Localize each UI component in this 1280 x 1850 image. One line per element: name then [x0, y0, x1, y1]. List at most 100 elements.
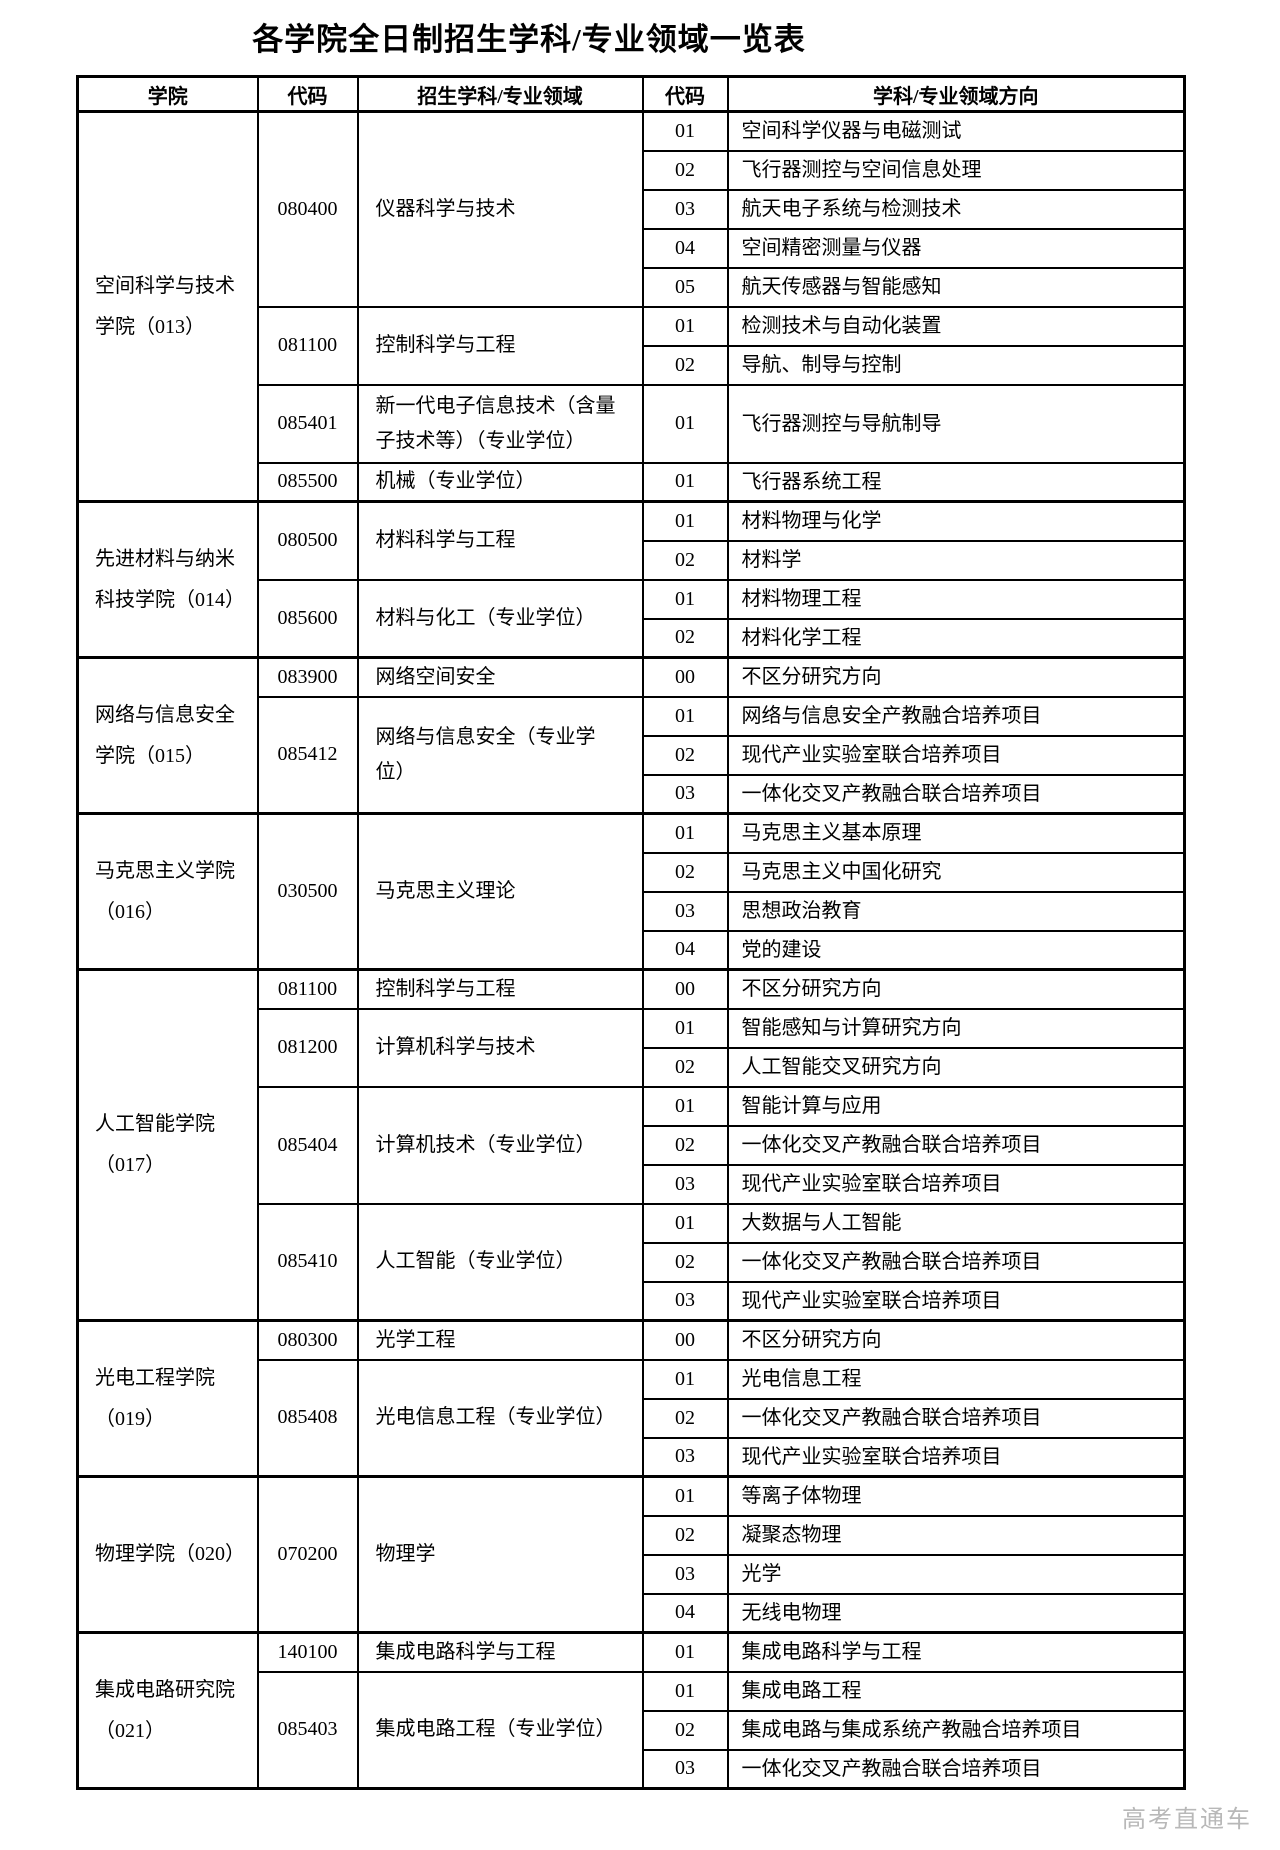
program-name-cell: 人工智能（专业学位）	[356, 1202, 644, 1322]
program-code-cell: 085403	[256, 1670, 359, 1790]
direction-code-cell: 04	[641, 227, 729, 269]
direction-name-cell: 一体化交叉产教融合联合培养项目	[726, 1124, 1186, 1166]
direction-name-cell: 不区分研究方向	[726, 1319, 1186, 1361]
program-name-cell: 材料科学与工程	[356, 500, 644, 581]
table-row: 03 航天电子系统与检测技术	[78, 188, 1186, 230]
direction-name-cell: 智能计算与应用	[726, 1085, 1186, 1127]
enrollment-table-body: 空间科学与技术学院（013） 080400 仪器科学与技术 01 空间科学仪器与电磁测试…	[76, 110, 1186, 1790]
direction-name-cell: 光学	[726, 1553, 1186, 1595]
direction-code-cell: 02	[641, 851, 729, 893]
table-row: 02 导航、制导与控制	[78, 344, 1186, 386]
program-code-cell: 085410	[256, 1202, 359, 1322]
program-code-cell: 080500	[256, 500, 359, 581]
direction-code-cell: 01	[641, 500, 729, 542]
table-row: 02 一体化交叉产教融合联合培养项目	[78, 1397, 1186, 1439]
direction-code-cell: 02	[641, 734, 729, 776]
direction-code-cell: 01	[641, 1631, 729, 1673]
table-row: 02 现代产业实验室联合培养项目	[78, 734, 1186, 776]
enrollment-table: 学院 代码 招生学科/专业领域 代码 学科/专业领域方向 空间科学与技术学院（0…	[76, 75, 1186, 1790]
direction-name-cell: 材料物理工程	[726, 578, 1186, 620]
table-row: 085408 光电信息工程（专业学位） 01 光电信息工程	[78, 1358, 1186, 1478]
table-row: 04 空间精密测量与仪器	[78, 227, 1186, 269]
program-name-cell: 仪器科学与技术	[356, 110, 644, 308]
program-name-cell: 网络空间安全	[356, 656, 644, 698]
college-cell: 网络与信息安全学院（015）	[76, 656, 259, 815]
direction-code-cell: 04	[641, 929, 729, 971]
table-row: 081100 控制科学与工程 01 检测技术与自动化装置	[78, 305, 1186, 386]
college-cell: 人工智能学院（017）	[76, 968, 259, 1322]
program-code-cell: 085404	[256, 1085, 359, 1205]
direction-name-cell: 一体化交叉产教融合联合培养项目	[726, 773, 1186, 815]
program-code-cell: 081100	[256, 305, 359, 386]
table-row: 03 一体化交叉产教融合联合培养项目	[78, 773, 1186, 815]
direction-name-cell: 凝聚态物理	[726, 1514, 1186, 1556]
direction-name-cell: 网络与信息安全产教融合培养项目	[726, 695, 1186, 737]
table-row: 03 现代产业实验室联合培养项目	[78, 1436, 1186, 1478]
direction-code-cell: 00	[641, 656, 729, 698]
direction-name-cell: 现代产业实验室联合培养项目	[726, 1436, 1186, 1478]
direction-name-cell: 飞行器系统工程	[726, 461, 1186, 503]
program-code-cell: 080400	[256, 110, 359, 308]
direction-name-cell: 一体化交叉产教融合联合培养项目	[726, 1748, 1186, 1790]
table-row: 03 现代产业实验室联合培养项目	[78, 1163, 1186, 1205]
direction-name-cell: 大数据与人工智能	[726, 1202, 1186, 1244]
direction-code-cell: 01	[641, 110, 729, 152]
table-row: 物理学院（020） 070200 物理学 01 等离子体物理	[76, 1475, 1186, 1634]
table-row: 02 一体化交叉产教融合联合培养项目	[78, 1124, 1186, 1166]
direction-code-cell: 02	[641, 1709, 729, 1751]
table-row: 04 党的建设	[78, 929, 1186, 971]
college-cell: 集成电路研究院（021）	[76, 1631, 259, 1790]
direction-code-cell: 01	[641, 1670, 729, 1712]
program-code-cell: 085500	[256, 461, 359, 503]
direction-code-cell: 02	[641, 1397, 729, 1439]
direction-name-cell: 飞行器测控与导航制导	[726, 383, 1186, 464]
direction-name-cell: 一体化交叉产教融合联合培养项目	[726, 1241, 1186, 1283]
direction-code-cell: 01	[641, 461, 729, 503]
table-row: 02 集成电路与集成系统产教融合培养项目	[78, 1709, 1186, 1751]
direction-code-cell: 02	[641, 149, 729, 191]
direction-code-cell: 01	[641, 812, 729, 854]
direction-name-cell: 人工智能交叉研究方向	[726, 1046, 1186, 1088]
direction-name-cell: 集成电路工程	[726, 1670, 1186, 1712]
table-row: 03 现代产业实验室联合培养项目	[78, 1280, 1186, 1322]
program-name-cell: 网络与信息安全（专业学位）	[356, 695, 644, 815]
program-name-cell: 物理学	[356, 1475, 644, 1634]
college-cell: 光电工程学院（019）	[76, 1319, 259, 1478]
program-code-cell: 080300	[256, 1319, 359, 1361]
direction-name-cell: 不区分研究方向	[726, 656, 1186, 698]
direction-name-cell: 不区分研究方向	[726, 968, 1186, 1010]
direction-code-cell: 03	[641, 1163, 729, 1205]
direction-name-cell: 光电信息工程	[726, 1358, 1186, 1400]
direction-code-cell: 01	[641, 578, 729, 620]
program-code-cell: 085412	[256, 695, 359, 815]
table-row: 网络与信息安全学院（015） 083900 网络空间安全 00 不区分研究方向	[76, 656, 1186, 815]
direction-name-cell: 航天传感器与智能感知	[726, 266, 1186, 308]
direction-name-cell: 现代产业实验室联合培养项目	[726, 1280, 1186, 1322]
direction-code-cell: 02	[641, 1124, 729, 1166]
program-code-cell: 085600	[256, 578, 359, 659]
table-row: 03 一体化交叉产教融合联合培养项目	[78, 1748, 1186, 1790]
program-code-cell: 085401	[256, 383, 359, 464]
program-name-cell: 新一代电子信息技术（含量子技术等）（专业学位）	[356, 383, 644, 464]
direction-name-cell: 马克思主义中国化研究	[726, 851, 1186, 893]
direction-code-cell: 03	[641, 1748, 729, 1790]
program-code-cell: 083900	[256, 656, 359, 698]
program-code-cell: 030500	[256, 812, 359, 971]
direction-code-cell: 01	[641, 1475, 729, 1517]
table-row: 085600 材料与化工（专业学位） 01 材料物理工程	[78, 578, 1186, 659]
table-row: 02 飞行器测控与空间信息处理	[78, 149, 1186, 191]
direction-code-cell: 02	[641, 617, 729, 659]
table-row: 085403 集成电路工程（专业学位） 01 集成电路工程	[78, 1670, 1186, 1790]
direction-name-cell: 现代产业实验室联合培养项目	[726, 734, 1186, 776]
watermark: 高考直通车	[1122, 1806, 1252, 1833]
direction-code-cell: 02	[641, 1241, 729, 1283]
header-code-2: 代码	[641, 75, 729, 113]
direction-name-cell: 党的建设	[726, 929, 1186, 971]
direction-code-cell: 04	[641, 1592, 729, 1634]
direction-name-cell: 无线电物理	[726, 1592, 1186, 1634]
direction-code-cell: 03	[641, 773, 729, 815]
table-row: 光电工程学院（019） 080300 光学工程 00 不区分研究方向	[76, 1319, 1186, 1478]
program-name-cell: 材料与化工（专业学位）	[356, 578, 644, 659]
program-code-cell: 070200	[256, 1475, 359, 1634]
